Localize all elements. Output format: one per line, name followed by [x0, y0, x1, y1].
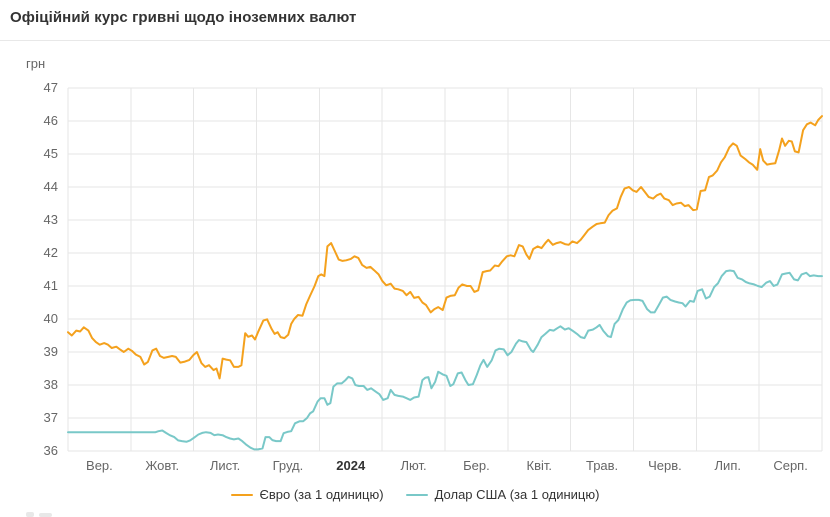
y-axis-tick-label: 43	[43, 212, 58, 227]
y-axis-tick-label: 41	[43, 278, 58, 293]
y-axis-tick-label: 39	[43, 344, 58, 359]
x-axis-tick-label: Черв.	[648, 458, 682, 473]
y-axis-tick-label: 38	[43, 377, 58, 392]
y-axis-tick-label: 37	[43, 410, 58, 425]
legend-label: Долар США (за 1 одиницю)	[434, 487, 600, 502]
legend-line-marker	[405, 493, 428, 496]
x-axis-tick-label: Серп.	[773, 458, 808, 473]
watermark-partial	[26, 511, 60, 517]
y-axis-tick-label: 47	[43, 80, 58, 95]
x-axis-tick-label: Жовт.	[145, 458, 180, 473]
chart-title: Офіційний курс гривні щодо іноземних вал…	[10, 9, 357, 26]
x-axis-tick-label: Квіт.	[526, 458, 553, 473]
y-axis-tick-label: 44	[43, 179, 58, 194]
x-axis-tick-label: Лют.	[400, 458, 427, 473]
y-axis-tick-label: 45	[43, 146, 58, 161]
header-divider	[0, 40, 830, 41]
x-axis-tick-label: Лип.	[714, 458, 741, 473]
y-axis-unit-label: грн	[26, 56, 46, 71]
series-line	[67, 115, 823, 380]
legend-label: Євро (за 1 одиницю)	[259, 487, 384, 502]
x-axis-tick-label: Вер.	[86, 458, 113, 473]
legend-line-marker	[230, 493, 253, 496]
x-axis-tick-label: Бер.	[463, 458, 490, 473]
x-axis-tick-label: Трав.	[585, 458, 619, 473]
y-axis-tick-label: 42	[43, 245, 58, 260]
y-axis-tick-label: 46	[43, 113, 58, 128]
y-axis-tick-label: 40	[43, 311, 58, 326]
series-line	[67, 269, 823, 451]
x-axis-tick-label: Лист.	[209, 458, 241, 473]
y-axis-tick-label: 36	[43, 443, 58, 458]
legend-item-usd[interactable]: Долар США (за 1 одиницю)	[405, 487, 600, 502]
x-axis-tick-label: Груд.	[272, 458, 304, 473]
chart-legend: Євро (за 1 одиницю) Долар США (за 1 одини…	[0, 487, 830, 502]
x-axis-year-label: 2024	[336, 458, 366, 473]
legend-item-eur[interactable]: Євро (за 1 одиницю)	[230, 487, 384, 502]
